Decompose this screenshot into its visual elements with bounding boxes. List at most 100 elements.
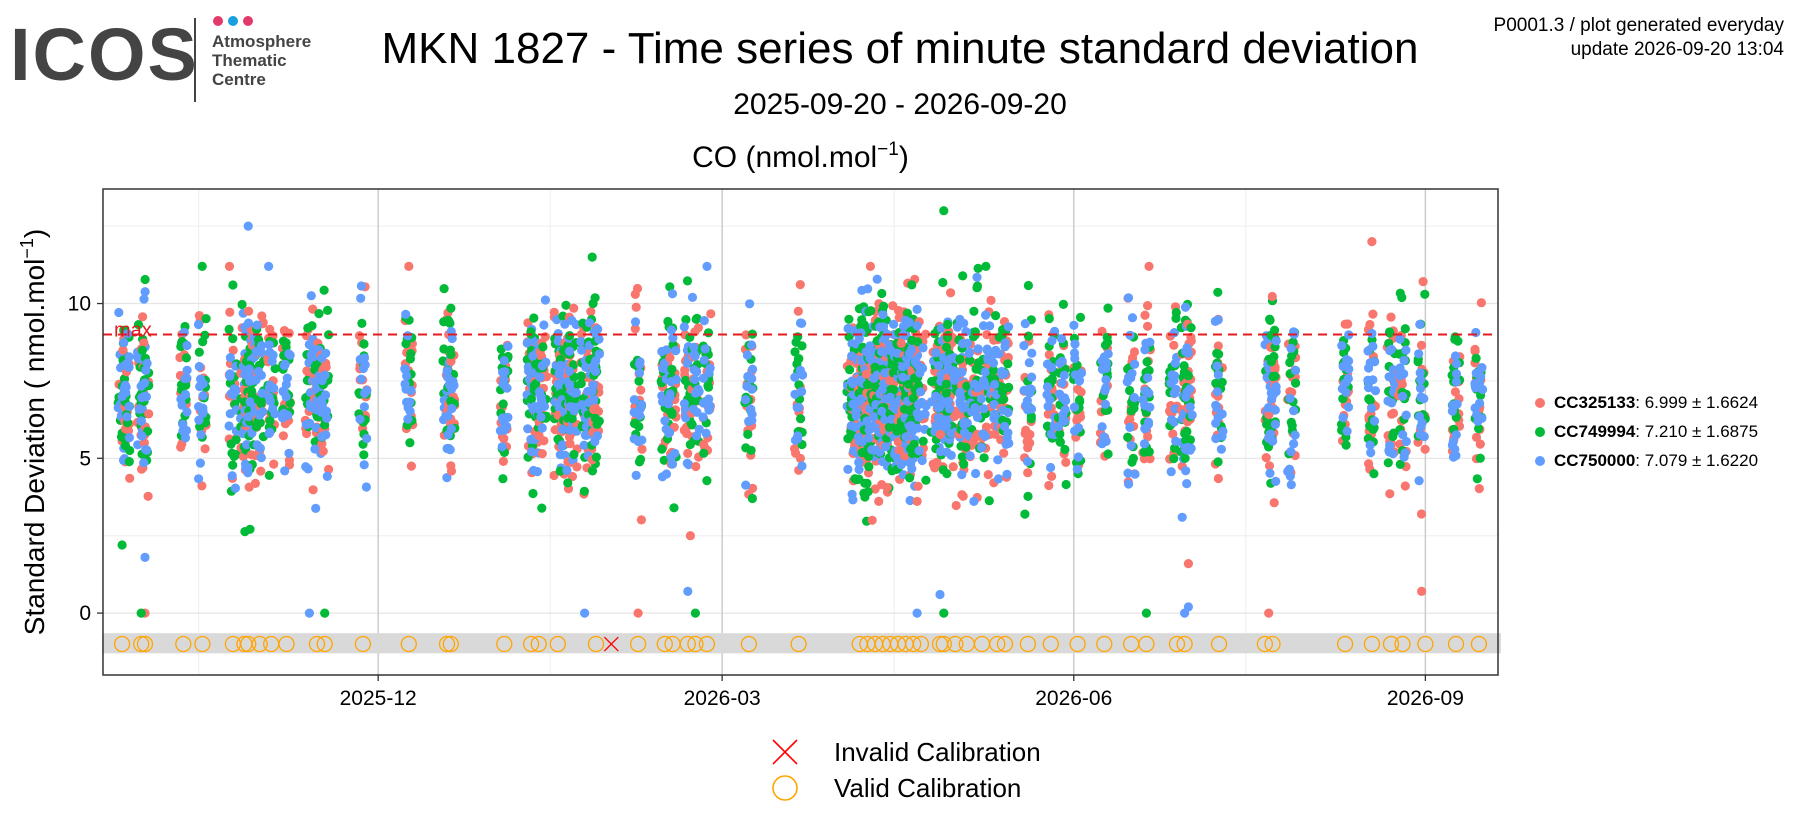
data-point-cc749994 xyxy=(246,386,257,396)
data-point-cc749994 xyxy=(962,381,972,391)
valid-calibration-marker xyxy=(308,635,326,653)
data-point-cc750000 xyxy=(1069,402,1079,412)
data-point-cc750000 xyxy=(1167,370,1177,380)
data-point-cc750000 xyxy=(702,261,712,271)
legend-swatch xyxy=(1535,397,1545,408)
data-point-cc750000 xyxy=(1290,430,1300,440)
data-point-cc749994 xyxy=(988,365,999,375)
data-point-cc750000 xyxy=(880,368,890,378)
logo-subtitle: Atmosphere Thematic Centre xyxy=(212,32,311,89)
data-point-cc749994 xyxy=(681,315,691,325)
data-point-cc750000 xyxy=(1047,336,1057,346)
plot-info: P0001.3 / plot generated everyday update… xyxy=(1494,14,1784,62)
valid-calibration-marker xyxy=(1138,635,1155,653)
data-point-cc749994 xyxy=(913,337,923,347)
data-point-cc750000 xyxy=(1140,345,1150,355)
data-point-cc325133 xyxy=(946,288,956,298)
data-point-cc749994 xyxy=(939,608,949,618)
data-point-cc750000 xyxy=(1212,387,1222,397)
data-point-cc750000 xyxy=(916,387,926,397)
data-point-cc750000 xyxy=(1414,349,1424,359)
data-point-cc750000 xyxy=(404,398,414,408)
data-point-cc325133 xyxy=(324,464,334,474)
data-point-cc749994 xyxy=(1100,340,1111,350)
data-point-cc749994 xyxy=(667,408,677,418)
data-point-cc749994 xyxy=(1058,299,1068,309)
data-point-cc750000 xyxy=(194,415,204,425)
data-point-cc750000 xyxy=(557,440,568,450)
data-point-cc750000 xyxy=(1271,336,1281,346)
data-point-cc750000 xyxy=(630,317,641,327)
data-point-cc750000 xyxy=(920,409,930,419)
data-point-cc750000 xyxy=(945,404,955,414)
data-point-cc750000 xyxy=(881,442,891,452)
data-point-cc749994 xyxy=(852,475,862,485)
data-point-cc749994 xyxy=(864,462,874,472)
data-point-cc749994 xyxy=(1075,312,1086,322)
data-point-cc750000 xyxy=(1212,403,1222,413)
logo-sub-line-1: Atmosphere xyxy=(212,32,312,51)
data-point-cc750000 xyxy=(562,465,572,475)
data-point-cc325133 xyxy=(1367,237,1377,247)
data-point-cc749994 xyxy=(537,503,547,513)
data-point-cc750000 xyxy=(1069,320,1079,330)
data-point-cc750000 xyxy=(988,358,999,368)
data-point-cc750000 xyxy=(447,403,457,414)
data-point-cc749994 xyxy=(991,311,1001,321)
data-point-cc325133 xyxy=(1400,481,1410,491)
data-point-cc750000 xyxy=(1401,410,1411,420)
data-point-cc749994 xyxy=(1291,378,1301,388)
update-timestamp: update 2026-09-20 13:04 xyxy=(1570,39,1784,60)
data-point-cc325133 xyxy=(197,481,207,491)
data-point-cc750000 xyxy=(136,416,146,426)
data-point-cc749994 xyxy=(630,418,640,428)
data-point-cc749994 xyxy=(1180,453,1190,463)
data-point-cc750000 xyxy=(1070,353,1080,364)
data-point-cc325133 xyxy=(1269,498,1279,508)
data-point-cc750000 xyxy=(242,440,252,450)
data-point-cc325133 xyxy=(144,409,154,419)
data-point-cc325133 xyxy=(321,362,331,372)
data-point-cc749994 xyxy=(702,476,712,486)
data-point-cc750000 xyxy=(869,373,879,383)
data-point-cc750000 xyxy=(904,317,914,327)
data-point-cc749994 xyxy=(1144,365,1154,376)
data-point-cc749994 xyxy=(998,394,1009,404)
data-point-cc750000 xyxy=(854,334,864,344)
data-point-cc750000 xyxy=(1100,399,1110,409)
data-point-cc749994 xyxy=(690,608,701,618)
data-point-cc750000 xyxy=(443,372,453,382)
data-point-cc750000 xyxy=(666,452,676,462)
data-point-cc325133 xyxy=(630,324,640,334)
valid-calibration-marker xyxy=(133,635,150,653)
data-points xyxy=(113,206,1488,618)
data-point-cc750000 xyxy=(122,412,132,422)
data-point-cc749994 xyxy=(1103,303,1113,313)
data-point-cc749994 xyxy=(665,282,675,292)
data-point-cc749994 xyxy=(498,399,508,409)
data-point-cc325133 xyxy=(499,434,509,444)
data-point-cc325133 xyxy=(1168,429,1178,439)
data-point-cc749994 xyxy=(576,378,586,389)
data-point-cc749994 xyxy=(1287,421,1297,431)
data-point-cc750000 xyxy=(1213,413,1223,423)
data-point-cc325133 xyxy=(958,491,968,501)
data-point-cc325133 xyxy=(685,531,696,541)
data-point-cc750000 xyxy=(443,430,453,440)
data-point-cc749994 xyxy=(587,252,597,262)
data-point-cc750000 xyxy=(503,341,513,351)
data-point-cc750000 xyxy=(1448,437,1458,447)
x-tick-label: 2026-03 xyxy=(684,687,761,710)
data-point-cc750000 xyxy=(1166,378,1176,388)
valid-calibration-marker xyxy=(1019,635,1037,653)
data-point-cc749994 xyxy=(1020,509,1030,519)
data-point-cc750000 xyxy=(1478,384,1488,395)
data-point-cc749994 xyxy=(528,488,538,499)
data-point-cc749994 xyxy=(200,330,210,340)
data-point-cc750000 xyxy=(322,413,332,423)
data-point-cc749994 xyxy=(591,452,602,462)
valid-calibration-marker xyxy=(1470,635,1488,653)
valid-calibration-marker xyxy=(740,635,758,653)
valid-calibration-marker xyxy=(1096,635,1113,653)
data-point-cc325133 xyxy=(637,444,647,454)
